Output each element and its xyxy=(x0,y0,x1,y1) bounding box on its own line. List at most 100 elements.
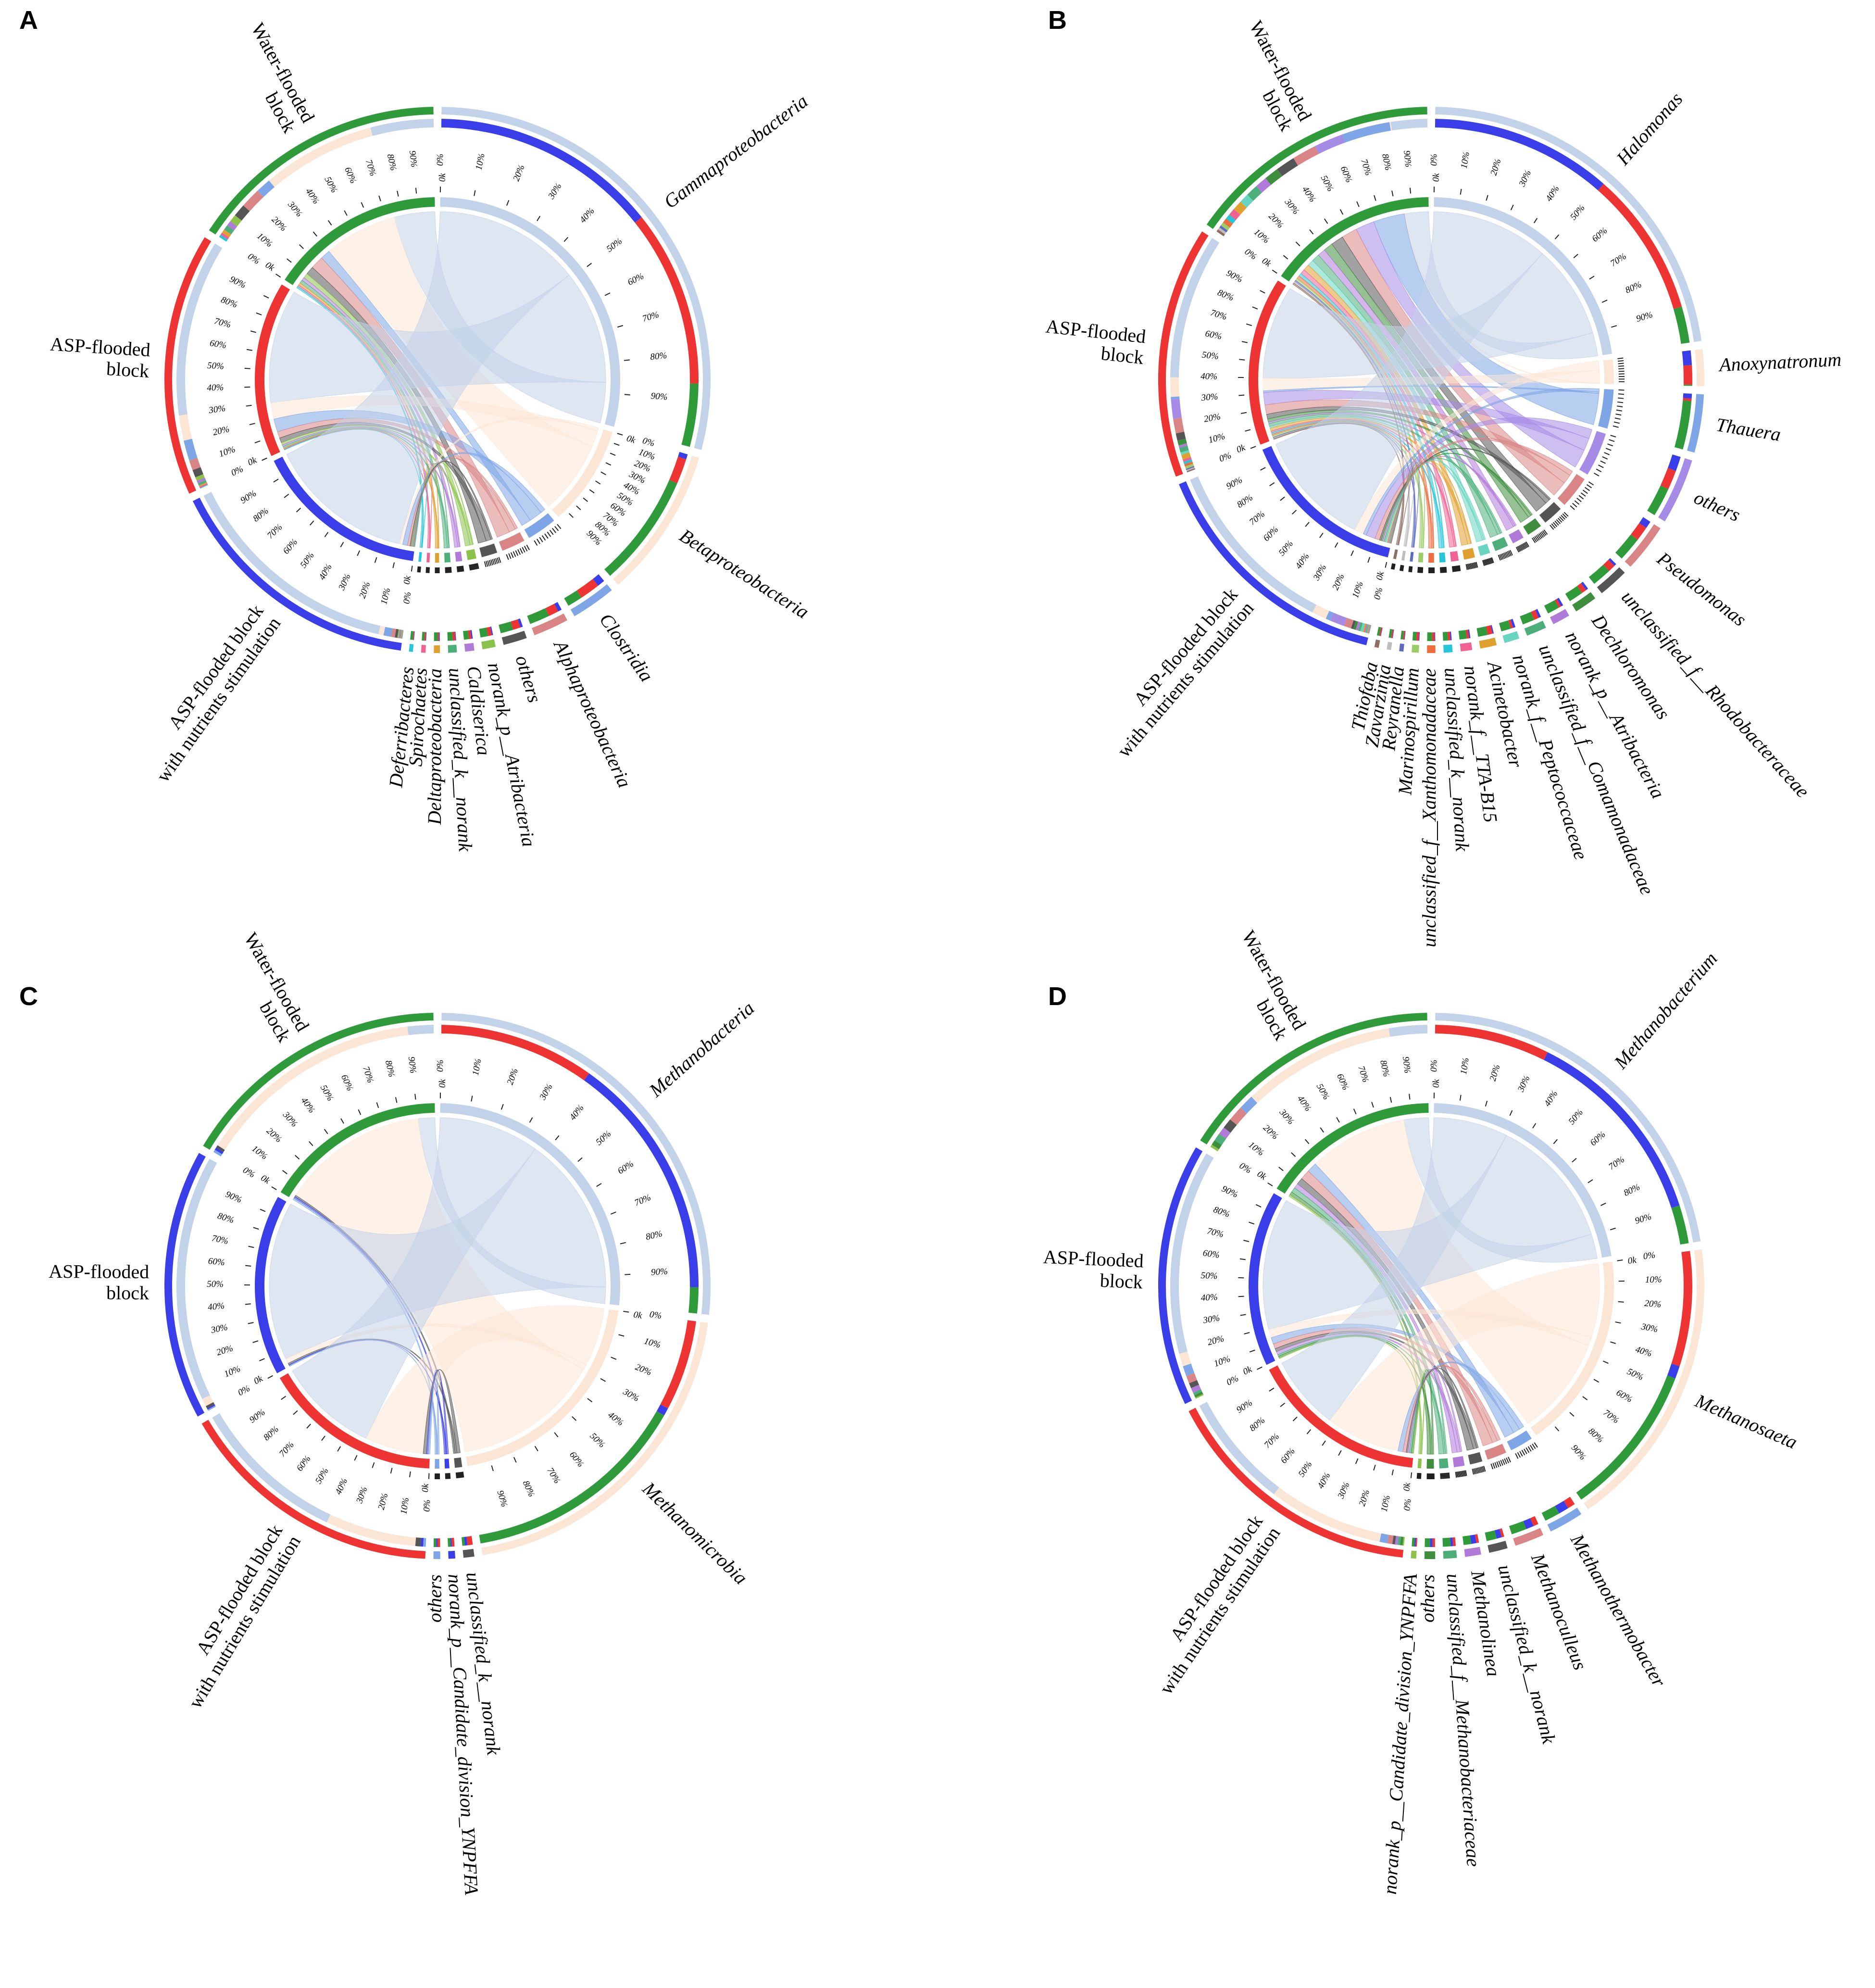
tick-label: 30% xyxy=(538,1082,555,1102)
composition-piece xyxy=(230,215,242,226)
composition-piece xyxy=(517,618,523,628)
tick-mark xyxy=(1305,522,1310,527)
segment-outer-ring xyxy=(409,643,414,652)
composition-piece xyxy=(1179,1351,1191,1367)
composition-piece xyxy=(1418,632,1420,641)
tick-label: 0% xyxy=(1372,586,1385,601)
tick-mark xyxy=(249,423,255,426)
composition-piece xyxy=(1530,1516,1538,1526)
tick-mark xyxy=(1469,563,1471,569)
composition-piece xyxy=(1314,134,1345,154)
tick-label: 0% xyxy=(1429,1060,1439,1072)
tick-label: 40% xyxy=(317,562,334,582)
tick-mark xyxy=(595,480,601,485)
tick-label: 90% xyxy=(407,150,419,168)
segment-inner-ring xyxy=(1603,359,1614,384)
chord-ribbon xyxy=(1365,417,1593,539)
tick-label: 20% xyxy=(212,424,231,438)
tick-mark xyxy=(1409,188,1412,194)
tick-mark xyxy=(1522,543,1526,549)
tick-label: 30% xyxy=(1282,197,1301,216)
composition-piece xyxy=(438,632,439,641)
tick-label: 80% xyxy=(385,153,399,171)
composition-piece xyxy=(400,629,402,639)
tick-mark xyxy=(1446,1472,1448,1479)
tick-label: 20% xyxy=(376,1492,390,1511)
composition-piece xyxy=(198,479,207,486)
tick-mark xyxy=(617,433,623,436)
composition-piece xyxy=(1173,417,1185,434)
composition-piece xyxy=(1452,1537,1456,1547)
composition-piece xyxy=(1668,454,1681,471)
tick-label: 70% xyxy=(213,316,232,330)
tick-label: 40% xyxy=(1542,1089,1560,1108)
composition-piece xyxy=(1608,558,1616,566)
composition-piece xyxy=(1353,621,1359,630)
composition-piece xyxy=(1195,1394,1204,1399)
segment-outer-ring xyxy=(1479,637,1497,649)
tick-mark xyxy=(1610,435,1616,438)
tick-mark xyxy=(447,567,448,573)
segment-inner-ring xyxy=(1598,389,1614,429)
tick-label: 0% xyxy=(1225,1373,1240,1388)
tick-mark xyxy=(306,1423,311,1429)
composition-piece xyxy=(243,190,264,212)
tick-label: 60% xyxy=(626,271,646,288)
group-label-line: block xyxy=(1100,1270,1143,1293)
composition-piece xyxy=(383,627,393,637)
tick-mark xyxy=(541,535,546,541)
tick-label: 50% xyxy=(1319,174,1336,193)
tick-mark xyxy=(484,561,487,567)
tick-mark xyxy=(1443,567,1445,573)
tick-mark xyxy=(1451,566,1454,572)
tick-label: 60% xyxy=(342,165,358,185)
tick-label: 60% xyxy=(616,1159,636,1176)
group-label: ASP-floodedblock xyxy=(1042,315,1147,369)
tick-mark xyxy=(462,1472,463,1478)
tick-mark xyxy=(358,1109,362,1115)
tick-mark xyxy=(522,547,525,553)
tick-mark xyxy=(294,1155,300,1160)
segment-inner-ring xyxy=(1523,518,1541,535)
composition-piece xyxy=(1189,1380,1199,1388)
tick-label: 70% xyxy=(1609,251,1628,268)
tick-label: 80% xyxy=(216,1211,236,1226)
tick-mark xyxy=(1459,1471,1462,1477)
composition-piece xyxy=(1675,400,1692,450)
tick-mark xyxy=(610,1211,616,1215)
segment-inner-ring xyxy=(1281,197,1429,282)
composition-piece xyxy=(678,452,688,460)
tick-mark xyxy=(526,544,530,551)
composition-piece xyxy=(479,628,488,638)
composition-piece xyxy=(1486,625,1493,635)
tick-label: 50% xyxy=(1625,1367,1645,1383)
composition-piece xyxy=(1240,194,1253,208)
composition-piece xyxy=(656,1404,668,1416)
tick-mark xyxy=(1462,1471,1464,1477)
tick-mark xyxy=(1504,1458,1507,1464)
group-label: Water-floodedblock xyxy=(228,19,319,137)
tick-mark xyxy=(1304,1139,1310,1145)
tick-mark xyxy=(287,258,292,263)
segment-outer-ring xyxy=(1524,620,1546,636)
tick-mark xyxy=(460,566,462,572)
tick-label: 0% xyxy=(435,1060,445,1072)
tick-mark xyxy=(1410,1472,1412,1478)
tick-mark xyxy=(244,367,250,369)
composition-piece xyxy=(192,467,203,478)
tick-label: 50% xyxy=(322,175,339,195)
tick-label: 50% xyxy=(605,236,624,254)
tick-mark xyxy=(299,244,304,249)
tick-mark xyxy=(1527,1446,1532,1452)
tick-mark xyxy=(1536,535,1540,541)
segment-inner-ring xyxy=(1418,553,1424,563)
composition-piece xyxy=(424,632,426,641)
tick-mark xyxy=(498,557,501,563)
tick-mark xyxy=(555,1135,560,1141)
tick-label: 0% xyxy=(401,591,413,604)
composition-piece xyxy=(454,631,456,641)
composition-piece xyxy=(200,484,208,489)
composition-piece xyxy=(1387,1535,1394,1544)
composition-piece xyxy=(1391,629,1394,638)
tick-mark xyxy=(1454,566,1456,572)
